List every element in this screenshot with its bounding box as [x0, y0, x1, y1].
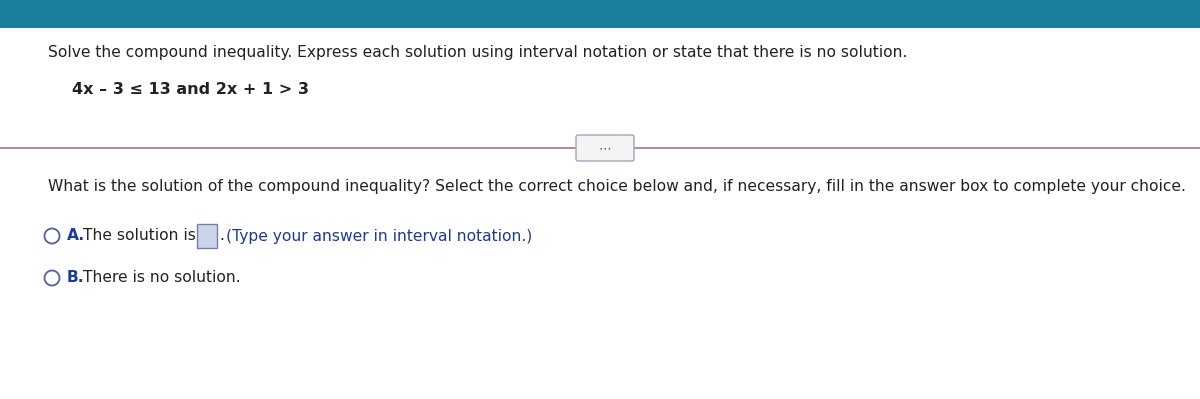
FancyBboxPatch shape [0, 0, 1200, 28]
FancyBboxPatch shape [576, 135, 634, 161]
Text: The solution is: The solution is [83, 229, 196, 243]
Text: 4x – 3 ≤ 13 and 2x + 1 > 3: 4x – 3 ≤ 13 and 2x + 1 > 3 [72, 83, 310, 97]
Circle shape [44, 271, 60, 286]
Text: B.: B. [67, 271, 85, 286]
Circle shape [44, 229, 60, 243]
Text: What is the solution of the compound inequality? Select the correct choice below: What is the solution of the compound ine… [48, 178, 1186, 194]
Text: There is no solution.: There is no solution. [83, 271, 241, 286]
Text: A.: A. [67, 229, 85, 243]
Text: (Type your answer in interval notation.): (Type your answer in interval notation.) [226, 229, 533, 243]
FancyBboxPatch shape [197, 224, 217, 248]
Text: ⋯: ⋯ [599, 142, 611, 156]
Text: .: . [220, 229, 224, 243]
Text: Solve the compound inequality. Express each solution using interval notation or : Solve the compound inequality. Express e… [48, 45, 907, 59]
